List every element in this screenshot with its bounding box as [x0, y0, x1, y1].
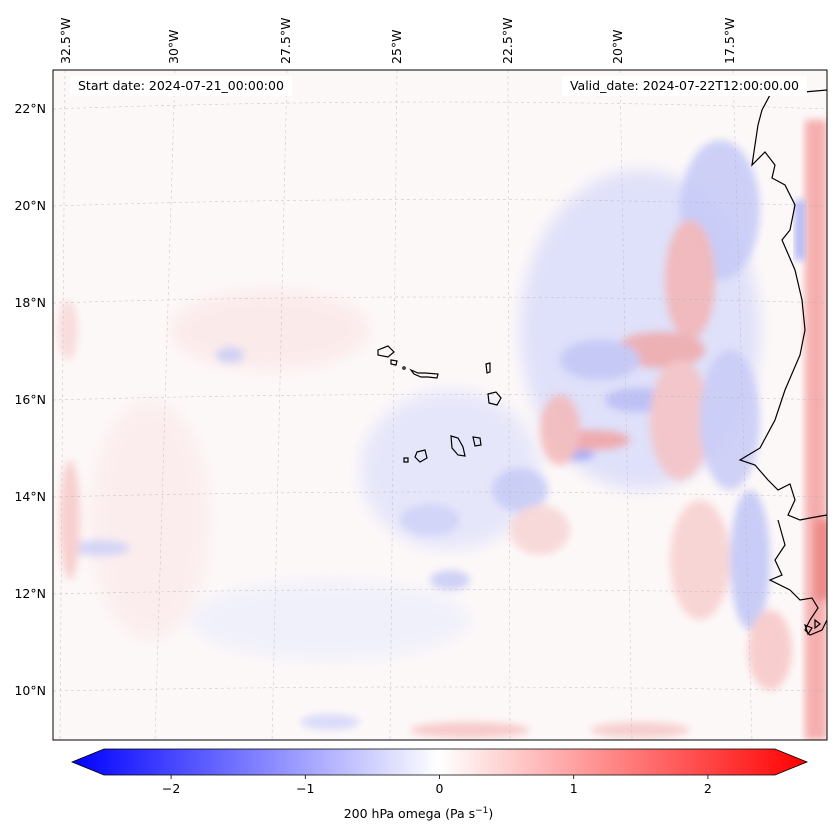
- cabo-verde-islands: [377, 345, 502, 463]
- gridlines: [53, 70, 827, 740]
- lat-label: 10°N: [14, 683, 46, 698]
- lon-label: 30°W: [166, 29, 181, 64]
- colorbar-tick-label: 0: [436, 781, 444, 796]
- valid-date-label: Valid_date: 2024-07-22T12:00:00.00: [561, 76, 807, 96]
- lon-label: 22.5°W: [500, 18, 515, 64]
- island-santiago: [450, 435, 466, 457]
- gambia-senegal-coast: [768, 519, 827, 636]
- lat-label: 12°N: [14, 586, 46, 601]
- lat-label: 18°N: [14, 295, 46, 310]
- bissau-islands: [804, 618, 821, 636]
- map-frame: [52, 69, 828, 741]
- lat-label: 22°N: [14, 101, 46, 116]
- colorbar-tick-label: −2: [162, 781, 180, 796]
- coastlines: [738, 89, 827, 636]
- island-sao-vicente: [390, 359, 398, 366]
- lat-label: 14°N: [14, 489, 46, 504]
- colorbar-ticks: −2 −1 0 1 2: [162, 775, 712, 796]
- island-fogo: [414, 449, 428, 463]
- map-panel: [53, 70, 827, 740]
- colorbar: −2 −1 0 1 2: [70, 748, 809, 796]
- omega-field: [58, 120, 827, 740]
- island-santa-luzia: [402, 366, 406, 370]
- lon-label: 20°W: [610, 29, 625, 64]
- island-santo-antao: [377, 345, 395, 358]
- colorbar-label-close: ): [488, 806, 494, 822]
- lat-label: 16°N: [14, 392, 46, 407]
- lon-label: 27.5°W: [278, 18, 293, 64]
- africa-coastline: [738, 89, 827, 521]
- island-maio: [472, 436, 482, 447]
- colorbar-tick-label: −1: [296, 781, 314, 796]
- lon-label: 17.5°W: [722, 18, 737, 64]
- lat-label: 20°N: [14, 198, 46, 213]
- colorbar-label-unit-exponent: −1: [475, 806, 489, 816]
- colorbar-label-text: 200 hPa omega (Pa s: [343, 806, 476, 822]
- lon-label: 32.5°W: [58, 18, 73, 64]
- colorbar-bar: [70, 748, 809, 776]
- latitude-labels: 22°N 20°N 18°N 16°N 14°N 12°N 10°N: [14, 101, 46, 698]
- island-brava: [403, 457, 409, 463]
- lon-label: 25°W: [389, 29, 404, 64]
- island-sal: [485, 362, 491, 374]
- island-boa-vista: [487, 391, 502, 406]
- island-sao-nicolau: [409, 368, 439, 379]
- colorbar-label: 200 hPa omega (Pa s−1): [0, 806, 837, 821]
- colorbar-tick-label: 2: [704, 781, 712, 796]
- start-date-label: Start date: 2024-07-21_00:00:00: [70, 76, 292, 96]
- longitude-labels: 32.5°W 30°W 27.5°W 25°W 22.5°W 20°W 17.5…: [58, 18, 737, 64]
- colorbar-tick-label: 1: [570, 781, 578, 796]
